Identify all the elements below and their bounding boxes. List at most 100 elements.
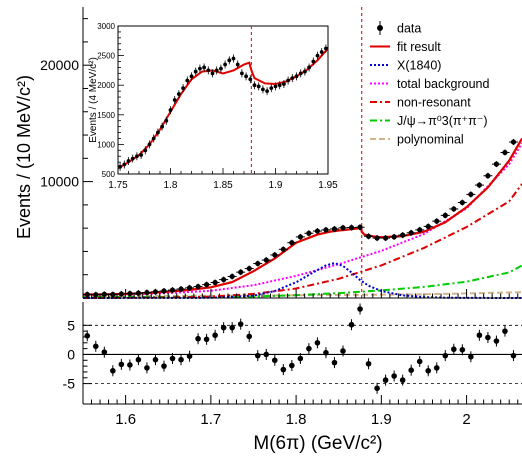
data-point bbox=[493, 161, 500, 167]
inset-data-point bbox=[303, 69, 307, 74]
inset-data-point bbox=[214, 68, 219, 73]
inset-data-point bbox=[319, 50, 324, 54]
inset-data-point bbox=[210, 71, 215, 76]
inset-data-point bbox=[248, 77, 253, 82]
x-tick-label: 2 bbox=[462, 411, 470, 428]
inset-data-point bbox=[139, 153, 144, 157]
inset-data-point bbox=[219, 66, 223, 71]
data-point bbox=[289, 240, 295, 246]
x-tick-label: 1.6 bbox=[115, 411, 136, 428]
data-point bbox=[229, 273, 235, 280]
inset-data-point bbox=[290, 76, 295, 80]
data-point bbox=[263, 257, 269, 263]
data-point bbox=[93, 292, 99, 298]
pull-panel: -5 0 5 1.6 1.7 1.8 1.9 2 bbox=[63, 302, 522, 428]
inset-data-point bbox=[294, 74, 299, 79]
inset-data-point bbox=[324, 46, 328, 51]
inset-y-tick-label: 2000 bbox=[97, 81, 115, 90]
data-point bbox=[110, 291, 116, 298]
pull-point bbox=[468, 353, 474, 360]
pull-point bbox=[297, 355, 304, 362]
x-tick-label: 1.7 bbox=[200, 411, 221, 428]
inset-data-point bbox=[286, 78, 290, 83]
pull-point bbox=[263, 351, 270, 358]
legend-nonres-label: non-resonant bbox=[397, 96, 471, 110]
legend: data fit result X(1840) total background non… bbox=[370, 21, 489, 147]
inset-data-point bbox=[189, 74, 194, 79]
pull-point bbox=[331, 359, 338, 366]
data-point bbox=[331, 226, 338, 232]
inset-data-point bbox=[244, 74, 249, 79]
pull-point bbox=[408, 367, 414, 373]
data-point bbox=[417, 227, 423, 233]
data-point bbox=[442, 212, 448, 218]
inset-data-point bbox=[307, 65, 311, 70]
pull-point bbox=[476, 332, 483, 339]
pull-point bbox=[203, 336, 210, 343]
inset-data-point bbox=[298, 71, 303, 76]
pull-point bbox=[391, 373, 397, 379]
inset-data-point bbox=[147, 142, 152, 147]
data-point bbox=[306, 230, 312, 236]
data-point bbox=[161, 288, 167, 294]
legend-fit-label: fit result bbox=[397, 40, 441, 54]
data-point bbox=[391, 234, 397, 240]
data-point bbox=[365, 233, 372, 239]
inset-data-point bbox=[122, 162, 127, 167]
data-point bbox=[101, 291, 107, 297]
inset-data-point bbox=[227, 58, 232, 63]
inset-frame bbox=[117, 25, 329, 175]
inset-y-tick-label: 3000 bbox=[97, 22, 115, 31]
pull-point bbox=[92, 343, 99, 350]
data-point bbox=[152, 289, 159, 295]
pull-point bbox=[280, 366, 287, 373]
pull-point bbox=[399, 377, 406, 383]
legend-data-point bbox=[377, 25, 383, 31]
pull-point bbox=[101, 349, 108, 355]
inset-data-point bbox=[181, 86, 186, 91]
pull-point bbox=[374, 385, 380, 392]
pull-point bbox=[348, 321, 355, 328]
inset-data-point bbox=[177, 92, 181, 96]
pull-point bbox=[84, 333, 91, 339]
inset-data-point bbox=[151, 136, 156, 141]
legend-data-label: data bbox=[397, 22, 421, 36]
inset-data-point bbox=[315, 53, 320, 58]
pull-point bbox=[340, 348, 346, 354]
inset-y-tick-label: 1000 bbox=[97, 140, 115, 149]
main-y-tick-label: 10000 bbox=[40, 174, 79, 190]
inset-data-point bbox=[135, 154, 139, 159]
pull-point bbox=[357, 306, 363, 312]
data-point bbox=[357, 224, 363, 230]
pull-point bbox=[502, 328, 508, 334]
inset-data-point bbox=[198, 66, 202, 71]
inset-data-point bbox=[143, 148, 148, 153]
pull-point bbox=[110, 367, 116, 374]
inset-data-point bbox=[164, 118, 169, 123]
inset-y-axis-label: Events / (4 MeV/c²) bbox=[88, 57, 99, 143]
data-point bbox=[459, 199, 465, 206]
data-point bbox=[434, 218, 440, 224]
inset-data-point bbox=[261, 87, 265, 92]
x-axis-label: M(6π) (GeV/c²) bbox=[253, 433, 382, 454]
inset-data-point bbox=[156, 130, 160, 135]
data-point bbox=[272, 252, 278, 258]
legend-totbkg-label: total background bbox=[397, 77, 489, 91]
pull-point bbox=[178, 356, 184, 363]
data-point bbox=[255, 260, 261, 267]
inset-data-point bbox=[160, 124, 165, 129]
inset-data-point bbox=[130, 156, 135, 161]
data-point bbox=[425, 223, 431, 230]
data-point bbox=[195, 283, 201, 290]
pull-y-tick-label: -5 bbox=[63, 376, 76, 392]
inset-x-tick-label: 1.9 bbox=[269, 180, 283, 191]
pull-point bbox=[433, 365, 440, 371]
data-point bbox=[314, 228, 321, 234]
pull-point bbox=[485, 334, 491, 341]
inset-data-point bbox=[168, 108, 173, 112]
inset-y-tick-label: 500 bbox=[102, 170, 116, 179]
inset-data-point bbox=[185, 78, 190, 83]
inset-x-tick-label: 1.8 bbox=[164, 180, 178, 191]
main-y-tick-label: 20000 bbox=[40, 57, 79, 73]
